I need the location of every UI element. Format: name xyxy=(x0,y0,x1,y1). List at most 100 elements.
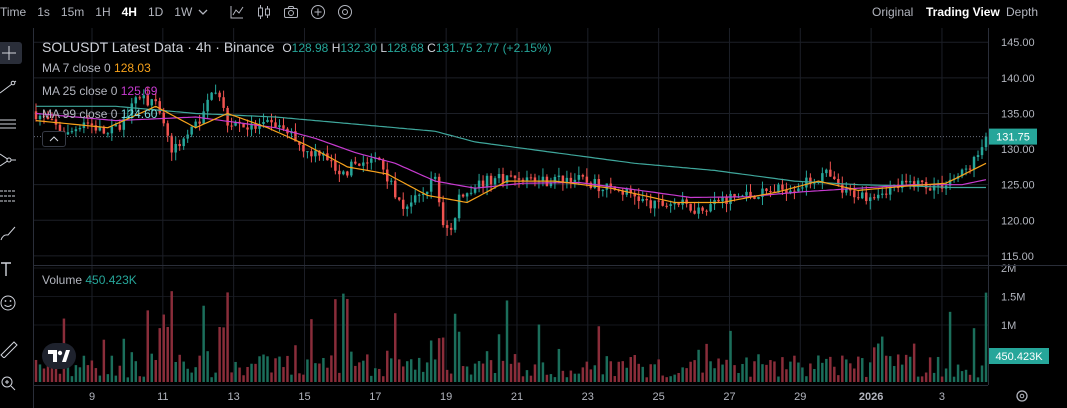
volume-bar xyxy=(174,361,177,382)
volume-bar xyxy=(849,363,852,382)
volume-bar xyxy=(573,373,577,382)
view-depth[interactable]: Depth xyxy=(1006,5,1039,19)
volume-bar xyxy=(206,351,209,382)
timeframe-time[interactable]: Time xyxy=(0,5,27,19)
legend-collapse-button[interactable] xyxy=(42,131,66,147)
timeframe-1h[interactable]: 1H xyxy=(95,5,111,19)
volume-bar xyxy=(138,376,142,382)
candle-body xyxy=(354,161,357,164)
legend-ma7[interactable]: MA 7 close 0 128.03 xyxy=(42,61,151,75)
fib-retracement-icon[interactable] xyxy=(0,185,24,207)
volume-bar xyxy=(82,355,86,382)
camera-icon[interactable] xyxy=(282,3,300,21)
candle-body xyxy=(629,188,632,194)
candle-body xyxy=(126,115,130,119)
volume-bar xyxy=(677,372,680,382)
settings-circle-icon[interactable] xyxy=(336,3,354,21)
trend-line-icon[interactable] xyxy=(0,76,24,98)
horizontal-lines-icon[interactable] xyxy=(0,113,24,135)
volume-bar xyxy=(853,368,856,382)
candle-body xyxy=(350,161,353,176)
ma25-label: MA 25 close 0 xyxy=(42,84,118,98)
timeframe-1d[interactable]: 1D xyxy=(147,5,164,19)
brush-icon[interactable] xyxy=(0,222,24,244)
volume-bar xyxy=(505,300,509,382)
volume-bar xyxy=(98,375,102,382)
volume-bar xyxy=(58,373,62,382)
volume-bar xyxy=(569,370,573,382)
volume-bar xyxy=(262,354,265,382)
last-price-label: 131.75 xyxy=(996,132,1030,144)
timeframe-15m[interactable]: 15m xyxy=(60,5,85,19)
candle-body xyxy=(477,180,481,189)
volume-bar xyxy=(290,374,293,382)
volume-bar xyxy=(980,365,984,382)
candle-body xyxy=(577,175,581,180)
legend-ma25[interactable]: MA 25 close 0 125.69 xyxy=(42,84,157,98)
timeframe-4h[interactable]: 4H xyxy=(121,5,137,19)
volume-bar xyxy=(797,362,800,382)
volume-bar xyxy=(577,373,581,382)
candle-body xyxy=(972,156,976,170)
volume-bar xyxy=(302,374,305,382)
zoom-icon[interactable] xyxy=(0,373,24,395)
change-value: 2.77 (+2.15%) xyxy=(475,41,552,55)
volume-bar xyxy=(793,355,796,382)
candle-body xyxy=(649,200,652,209)
volume-bar xyxy=(525,370,529,382)
view-original[interactable]: Original xyxy=(872,5,914,19)
emoji-icon[interactable] xyxy=(0,292,24,314)
volume-bar xyxy=(38,364,42,382)
candle-body xyxy=(533,177,537,181)
volume-bar xyxy=(429,340,433,382)
ma25-line xyxy=(35,112,987,199)
candle-body xyxy=(884,193,888,195)
volume-bar xyxy=(310,319,313,382)
candle-body xyxy=(853,190,856,198)
text-icon[interactable] xyxy=(0,258,24,280)
candles-icon[interactable] xyxy=(255,3,273,21)
volume-bar xyxy=(74,365,78,382)
volume-bar xyxy=(425,362,429,382)
volume-bar xyxy=(42,368,46,382)
ruler-icon[interactable] xyxy=(0,338,24,360)
price-tick-label: 140.00 xyxy=(1001,73,1035,85)
volume-bar xyxy=(689,361,692,382)
legend-ma99[interactable]: MA 99 close 0 124.60 xyxy=(42,107,157,121)
pitchfork-icon[interactable] xyxy=(0,149,24,171)
add-circle-icon[interactable] xyxy=(309,3,327,21)
volume-bar xyxy=(509,363,513,382)
volume-bar xyxy=(593,365,597,382)
view-trading-view[interactable]: Trading View xyxy=(926,5,1000,19)
crosshair-icon[interactable] xyxy=(0,42,22,64)
volume-bar xyxy=(322,357,325,382)
last-volume-badge xyxy=(989,348,1049,364)
chevron-down-icon[interactable] xyxy=(194,3,212,21)
candle-body xyxy=(908,181,912,183)
timeframe-1w[interactable]: 1W xyxy=(174,5,193,19)
volume-bar xyxy=(294,345,297,382)
candle-body xyxy=(829,169,832,177)
high-label: H xyxy=(331,41,341,55)
candle-body xyxy=(469,192,473,194)
timeframe-1s[interactable]: 1s xyxy=(37,5,50,19)
candle-body xyxy=(262,121,265,124)
tradingview-logo[interactable] xyxy=(42,343,76,369)
indicator-chart-icon[interactable] xyxy=(228,3,246,21)
volume-bar xyxy=(130,352,134,382)
candle-body xyxy=(721,197,724,202)
volume-bar xyxy=(230,372,233,382)
candle-body xyxy=(569,177,573,182)
candle-body xyxy=(865,192,868,202)
volume-bar xyxy=(254,363,257,382)
moving-average-lines xyxy=(35,105,987,204)
candle-body xyxy=(769,191,772,193)
volume-bar xyxy=(449,373,453,382)
volume-bar xyxy=(134,361,138,382)
volume-bar xyxy=(465,366,469,382)
volume-bar xyxy=(892,366,896,382)
volume-bar xyxy=(154,360,157,382)
volume-bar xyxy=(326,367,329,382)
volume-bar xyxy=(932,372,936,382)
